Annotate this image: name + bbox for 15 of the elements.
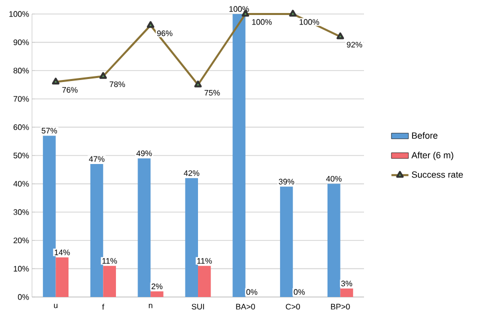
bar [42, 136, 56, 297]
bar [327, 184, 340, 297]
bar [90, 164, 104, 297]
legend-label: After (6 m) [411, 152, 454, 160]
bar [280, 186, 293, 297]
bar [198, 266, 211, 297]
legend-label: Before [412, 132, 438, 139]
bar [138, 158, 151, 297]
bar [150, 291, 164, 297]
bar [185, 178, 198, 297]
bar [103, 266, 116, 297]
bar [232, 14, 246, 297]
bar [56, 257, 69, 297]
bar [340, 288, 354, 297]
legend-label: Success rate [412, 171, 463, 178]
